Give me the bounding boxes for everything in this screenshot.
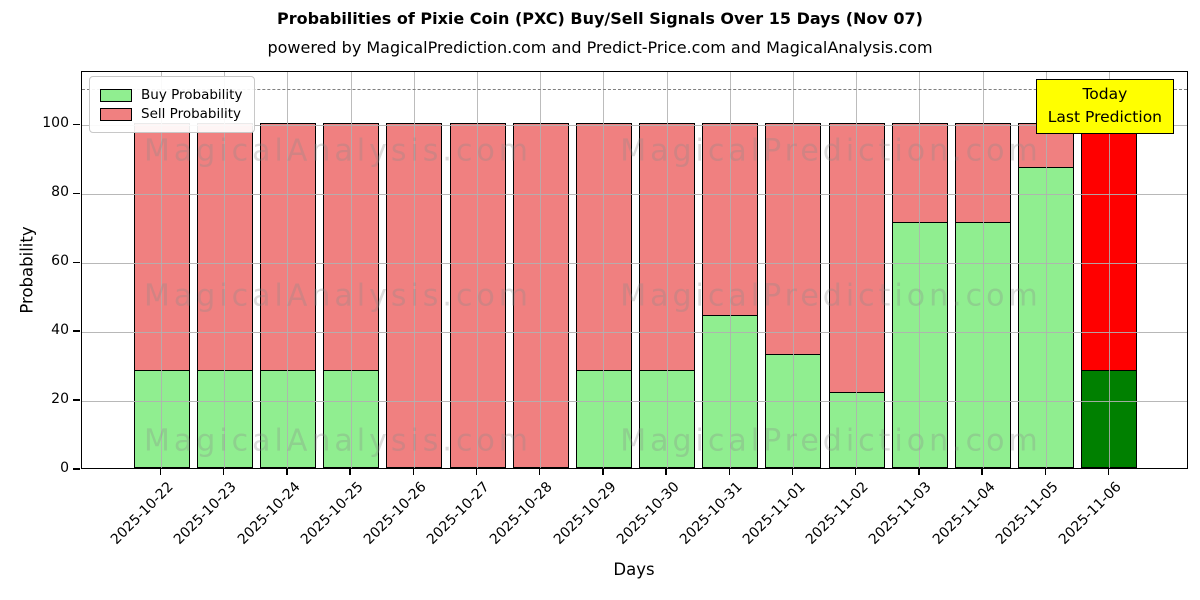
gridline-v-2025-10-27 xyxy=(477,72,479,468)
gridline-v-2025-10-26 xyxy=(413,72,415,468)
x-axis-label: Days xyxy=(613,560,655,579)
legend-label-buy: Buy Probability xyxy=(141,87,243,103)
annotation-line-1: Today xyxy=(1082,85,1128,103)
x-tick-mark-2025-10-28 xyxy=(539,469,541,475)
x-tick-label-2025-11-01: 2025-11-01 xyxy=(739,479,809,548)
x-tick-mark-2025-10-30 xyxy=(665,469,667,475)
gridline-v-2025-11-05 xyxy=(1045,72,1047,468)
x-tick-label-2025-11-04: 2025-11-04 xyxy=(929,479,999,548)
x-tick-mark-2025-10-24 xyxy=(286,469,288,475)
y-tick-mark-40 xyxy=(73,330,80,332)
x-tick-label-2025-10-23: 2025-10-23 xyxy=(171,479,241,548)
legend: Buy Probability Sell Probability xyxy=(89,76,256,133)
gridline-v-2025-10-24 xyxy=(287,72,289,468)
x-tick-label-2025-10-29: 2025-10-29 xyxy=(550,479,620,548)
legend-item-sell: Sell Probability xyxy=(100,106,242,122)
x-tick-label-2025-11-03: 2025-11-03 xyxy=(866,479,936,548)
gridline-v-2025-11-03 xyxy=(919,72,921,468)
x-tick-label-2025-11-05: 2025-11-05 xyxy=(992,479,1062,548)
y-tick-label-60: 60 xyxy=(51,253,69,270)
sell-swatch xyxy=(100,107,132,121)
watermark-text-left-row3: MagicalAnalysis.com xyxy=(143,423,533,459)
gridline-v-2025-10-31 xyxy=(729,72,731,468)
y-tick-mark-80 xyxy=(73,192,80,195)
gridline-v-2025-10-30 xyxy=(666,72,668,468)
x-tick-mark-2025-11-05 xyxy=(1044,469,1046,475)
plot-area: MagicalAnalysis.com MagicalPrediction.com… xyxy=(81,71,1188,469)
chart-title: Probabilities of Pixie Coin (PXC) Buy/Se… xyxy=(277,9,923,28)
x-tick-label-2025-11-06: 2025-11-06 xyxy=(1055,479,1125,548)
y-tick-mark-20 xyxy=(73,399,80,401)
gridline-v-2025-10-22 xyxy=(161,72,163,468)
gridline-v-2025-10-23 xyxy=(224,72,226,468)
y-tick-mark-0 xyxy=(73,468,80,470)
gridline-v-2025-10-28 xyxy=(540,72,542,468)
x-tick-label-2025-10-25: 2025-10-25 xyxy=(297,479,367,548)
x-tick-mark-2025-10-25 xyxy=(349,469,351,475)
x-tick-label-2025-10-28: 2025-10-28 xyxy=(487,479,557,548)
gridline-h-100 xyxy=(82,124,1187,126)
x-tick-mark-2025-11-01 xyxy=(791,469,794,475)
watermark-text-right-row1: MagicalPrediction.com xyxy=(620,133,1042,169)
gridline-v-2025-10-25 xyxy=(350,72,352,468)
y-tick-label-0: 0 xyxy=(60,460,69,476)
x-tick-mark-2025-11-06 xyxy=(1107,469,1110,475)
x-tick-mark-2025-10-22 xyxy=(159,469,162,475)
x-tick-mark-2025-11-02 xyxy=(854,469,857,475)
x-tick-mark-2025-11-03 xyxy=(918,469,920,475)
chart-subtitle: powered by MagicalPrediction.com and Pre… xyxy=(267,38,933,57)
watermark-text-right-row3: MagicalPrediction.com xyxy=(620,423,1042,459)
legend-item-buy: Buy Probability xyxy=(100,87,242,103)
gridline-h-80 xyxy=(82,193,1187,195)
buy-swatch xyxy=(100,88,132,102)
x-tick-mark-2025-10-29 xyxy=(602,469,604,475)
gridline-v-2025-11-06 xyxy=(1108,72,1110,468)
gridline-v-2025-11-02 xyxy=(856,72,858,468)
y-tick-mark-100 xyxy=(73,123,80,126)
gridline-h-20 xyxy=(82,400,1187,402)
y-tick-mark-60 xyxy=(73,261,80,263)
x-tick-mark-2025-11-04 xyxy=(981,469,983,475)
x-tick-mark-2025-10-23 xyxy=(223,469,225,475)
y-axis-label: Probability xyxy=(17,226,37,314)
watermark-text-right-row2: MagicalPrediction.com xyxy=(620,278,1042,314)
threshold-dashed-line xyxy=(82,88,1187,90)
gridline-h-40 xyxy=(82,331,1187,333)
annotation-line-2: Last Prediction xyxy=(1047,108,1162,127)
watermark-text-left-row2: MagicalAnalysis.com xyxy=(143,278,533,314)
x-tick-label-2025-10-24: 2025-10-24 xyxy=(234,479,304,548)
x-tick-mark-2025-10-27 xyxy=(475,469,478,475)
gridline-v-2025-11-01 xyxy=(792,72,794,468)
gridline-h-60 xyxy=(82,262,1187,264)
x-tick-label-2025-10-31: 2025-10-31 xyxy=(676,479,746,548)
y-tick-label-80: 80 xyxy=(51,184,69,201)
y-tick-label-40: 40 xyxy=(51,322,69,339)
watermark-text-left-row1: MagicalAnalysis.com xyxy=(143,133,533,169)
today-annotation: Today Last Prediction xyxy=(1035,79,1174,134)
gridline-v-2025-11-04 xyxy=(982,72,984,468)
x-tick-label-2025-10-26: 2025-10-26 xyxy=(360,479,430,548)
x-tick-label-2025-10-30: 2025-10-30 xyxy=(613,479,683,548)
gridline-v-2025-10-29 xyxy=(603,72,605,468)
x-tick-label-2025-10-22: 2025-10-22 xyxy=(108,479,177,548)
x-tick-mark-2025-10-31 xyxy=(728,469,730,475)
x-tick-mark-2025-10-26 xyxy=(412,469,415,475)
x-tick-label-2025-11-02: 2025-11-02 xyxy=(803,479,872,548)
y-tick-label-100: 100 xyxy=(42,115,69,132)
legend-label-sell: Sell Probability xyxy=(141,106,242,122)
x-tick-label-2025-10-27: 2025-10-27 xyxy=(423,479,493,548)
y-tick-label-20: 20 xyxy=(51,391,69,408)
